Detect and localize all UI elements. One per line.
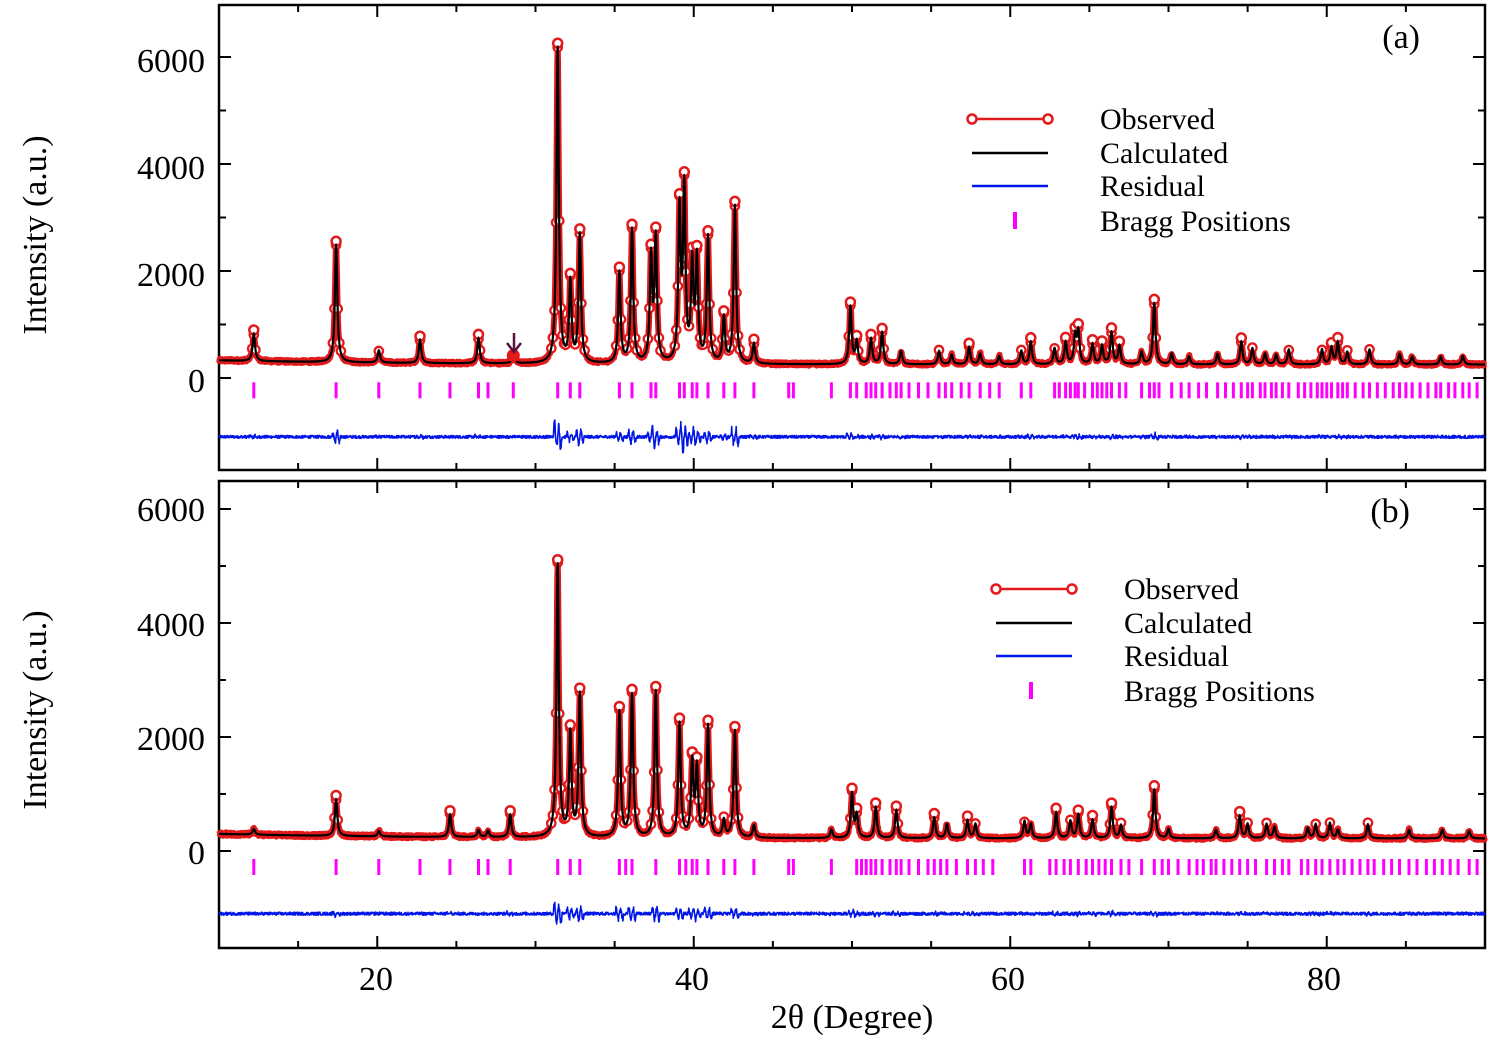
panel-a-legend-residual: Residual (972, 170, 1205, 203)
panel-a-y-tick-labels: 6000 4000 2000 0 (137, 43, 205, 400)
panel-b-frame (217, 479, 1487, 950)
legend-calculated-label: Calculated (1124, 607, 1252, 640)
legend-residual-label: Residual (1124, 640, 1229, 673)
panel-a-legend-observed: Observed (966, 103, 1215, 136)
calculated-series-line (218, 561, 1486, 840)
panel-b-legend-calculated: Calculated (996, 607, 1252, 640)
panel-a-frame (217, 3, 1487, 472)
x-tick-labels: 20 40 60 80 (359, 961, 1341, 998)
panel-a-legend-bragg: Bragg Positions (1013, 205, 1291, 238)
panel-b-legend-observed: Observed (990, 573, 1239, 606)
panel-a-legend-calculated: Calculated (972, 137, 1228, 170)
x-tick-40: 40 (675, 961, 709, 998)
panel-a-ticks (219, 5, 1485, 470)
panel-a-y-tick-4000: 4000 (137, 150, 205, 187)
legend-observed-marker (1042, 113, 1054, 125)
x-tick-60: 60 (991, 961, 1025, 998)
panel-b-series (216, 553, 1488, 925)
panel-a-y-tick-2000: 2000 (137, 257, 205, 294)
panel-a-series (216, 37, 1488, 454)
legend-residual-label: Residual (1100, 170, 1205, 203)
panel-b-ticks (219, 481, 1485, 948)
panel-b-legend: Observed Calculated Residual Bragg Posit… (990, 573, 1315, 708)
residual-series-line (218, 901, 1486, 925)
panel-b-label: (b) (1370, 493, 1410, 530)
legend-bragg-label: Bragg Positions (1100, 205, 1291, 238)
x-tick-20: 20 (359, 961, 393, 998)
panel-a-arrow-annotation (506, 333, 522, 355)
panel-a-label: (a) (1382, 19, 1420, 56)
residual-series-line (218, 419, 1486, 454)
legend-observed-marker (1066, 583, 1078, 595)
panel-a: 6000 4000 2000 0 Intensity (a.u.) (a) Ob… (17, 3, 1488, 472)
legend-observed-marker (990, 583, 1002, 595)
panel-b-legend-residual: Residual (996, 640, 1229, 673)
legend-observed-marker (966, 113, 978, 125)
legend-bragg-label: Bragg Positions (1124, 675, 1315, 708)
panel-b-ylabel: Intensity (a.u.) (17, 610, 54, 809)
panel-b-y-tick-2000: 2000 (137, 721, 205, 758)
legend-observed-label: Observed (1100, 103, 1215, 136)
legend-calculated-label: Calculated (1100, 137, 1228, 170)
panel-b: 6000 4000 2000 0 Intensity (a.u.) (b) Ob… (17, 479, 1488, 950)
legend-observed-label: Observed (1124, 573, 1239, 606)
arrow-annotation-head (506, 342, 522, 355)
panel-a-y-tick-0: 0 (188, 363, 205, 400)
panel-b-y-tick-labels: 6000 4000 2000 0 (137, 492, 205, 872)
panel-a-legend: Observed Calculated Residual Bragg Posit… (966, 103, 1291, 238)
x-tick-80: 80 (1307, 961, 1341, 998)
calculated-series-line (218, 45, 1486, 366)
panel-b-y-tick-0: 0 (188, 835, 205, 872)
x-axis-label: 2θ (Degree) (771, 999, 934, 1035)
panel-b-legend-bragg: Bragg Positions (1029, 675, 1315, 708)
panel-a-y-tick-6000: 6000 (137, 43, 205, 80)
panel-a-ylabel: Intensity (a.u.) (17, 135, 54, 334)
panel-b-y-tick-6000: 6000 (137, 492, 205, 529)
panel-b-y-tick-4000: 4000 (137, 607, 205, 644)
